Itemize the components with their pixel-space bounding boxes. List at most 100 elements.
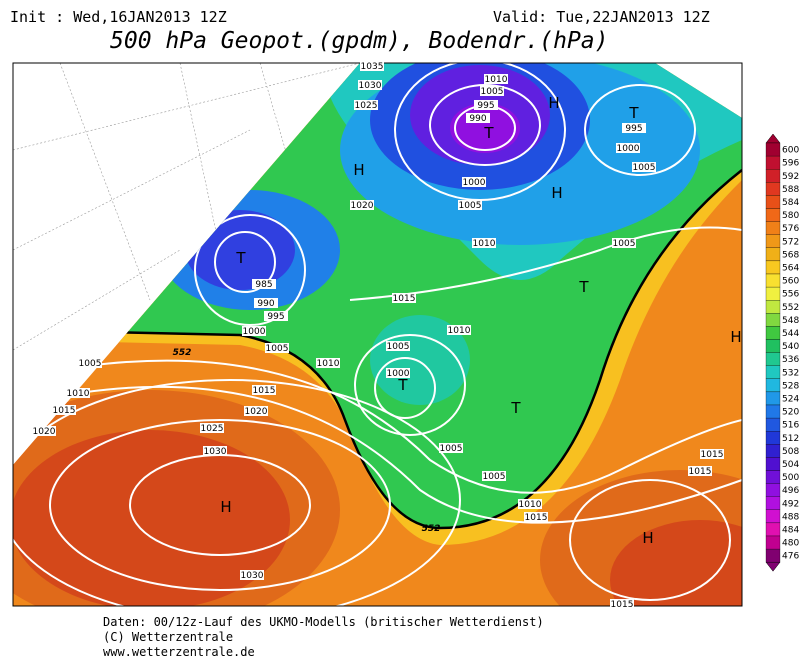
isobar-label-bg xyxy=(240,570,264,580)
legend-label: 592 xyxy=(782,172,799,182)
legend-swatch xyxy=(765,339,781,353)
isobar-label-bg xyxy=(78,358,102,368)
isobar-label-bg xyxy=(254,298,278,308)
legend-label: 600 xyxy=(782,146,799,156)
isobar-label: 1010 xyxy=(448,326,471,336)
isobar-label: 1015 xyxy=(525,513,548,523)
legend-label: 524 xyxy=(782,394,799,404)
init-time: Init : Wed,16JAN2013 12Z xyxy=(10,8,227,26)
isobar-label-bg xyxy=(386,341,410,351)
field-red xyxy=(610,520,742,606)
legend-swatch xyxy=(765,169,781,183)
isobar-label-bg xyxy=(200,423,224,433)
isobar-label-bg xyxy=(252,279,276,289)
isobar-label: 1010 xyxy=(485,75,508,85)
isobar xyxy=(349,226,742,301)
legend-swatch xyxy=(765,234,781,248)
isobar-label-bg xyxy=(612,238,636,248)
pressure-center: H xyxy=(548,94,559,112)
legend-swatch xyxy=(765,208,781,222)
legend-swatch xyxy=(765,535,781,550)
legend-label: 560 xyxy=(782,277,799,287)
isobar-label: 1035 xyxy=(361,62,384,72)
legend-label: 556 xyxy=(782,290,799,300)
isobar xyxy=(374,357,436,419)
legend-label: 504 xyxy=(782,460,799,470)
legend-label: 488 xyxy=(782,512,799,522)
legend-label: 588 xyxy=(782,185,799,195)
isobar-label-bg xyxy=(610,599,634,609)
isobar-label: 1005 xyxy=(440,444,463,454)
isobar-label-bg xyxy=(622,123,646,133)
legend-swatch xyxy=(765,457,781,471)
legend-swatch xyxy=(765,313,781,327)
legend-label: 520 xyxy=(782,408,799,418)
legend-label: 540 xyxy=(782,342,799,352)
isobar xyxy=(584,84,696,176)
legend-swatch xyxy=(765,431,781,445)
legend-swatch xyxy=(765,352,781,366)
contour-label: 552 xyxy=(422,524,441,534)
legend-label: 580 xyxy=(782,211,799,221)
isobar-label: 1025 xyxy=(355,101,378,111)
isobar-label-bg xyxy=(484,74,508,84)
isobar-label: 1010 xyxy=(67,389,90,399)
isobar-label-bg xyxy=(616,143,640,153)
isobar-label-bg xyxy=(252,385,276,395)
legend-swatch xyxy=(765,391,781,406)
legend-label: 536 xyxy=(782,355,799,365)
isobar xyxy=(194,214,306,326)
legend-swatch xyxy=(765,182,781,196)
isobar-label-bg xyxy=(462,177,486,187)
isobar-label: 1015 xyxy=(53,406,76,416)
pressure-center: T xyxy=(483,124,494,142)
isobar-label: 1005 xyxy=(79,359,102,369)
isobar-label: 1005 xyxy=(481,87,504,97)
isobar-label: 990 xyxy=(257,299,274,309)
isobar-label: 995 xyxy=(477,101,494,111)
legend-label: 544 xyxy=(782,329,799,339)
isobar-label: 1015 xyxy=(701,450,724,460)
graticule-lines xyxy=(13,63,361,351)
isobar-label: 1020 xyxy=(245,407,268,417)
isobar-label: 985 xyxy=(255,280,272,290)
legend-label: 512 xyxy=(782,434,799,444)
isobar-label-bg xyxy=(524,512,548,522)
isobar-label: 1000 xyxy=(463,178,486,188)
isobar-label: 1010 xyxy=(317,359,340,369)
isobar-label-bg xyxy=(518,499,542,509)
isobar-label-bg xyxy=(242,326,266,336)
isobar xyxy=(429,84,541,166)
isobar-label-bg xyxy=(447,325,471,335)
isobar-label-bg xyxy=(264,311,288,321)
isobar-label-bg xyxy=(480,86,504,96)
valid-time: Valid: Tue,22JAN2013 12Z xyxy=(493,8,710,26)
isobar-label: 1005 xyxy=(387,342,410,352)
legend-label: 492 xyxy=(782,499,799,509)
isobar-label: 1010 xyxy=(519,500,542,510)
legend-swatch xyxy=(765,142,781,157)
isobar-label: 1020 xyxy=(351,201,374,211)
legend-label: 528 xyxy=(782,381,799,391)
pressure-center: T xyxy=(578,278,589,296)
legend-label: 552 xyxy=(782,303,799,313)
isobar-label: 1005 xyxy=(613,239,636,249)
isobar-label: 1005 xyxy=(459,201,482,211)
legend-swatch xyxy=(765,155,781,170)
legend-label: 564 xyxy=(782,263,799,273)
isobar-label-bg xyxy=(265,343,289,353)
contour-label: 552 xyxy=(173,348,192,358)
legend-swatch xyxy=(765,417,781,432)
isobar-label: 1020 xyxy=(33,427,56,437)
pressure-center: H xyxy=(551,184,562,202)
legend-swatch xyxy=(765,496,781,510)
legend-label: 572 xyxy=(782,237,799,247)
legend-swatch xyxy=(765,221,781,235)
legend-label: 500 xyxy=(782,473,799,483)
isobar-label-bg xyxy=(472,238,496,248)
isobar-label-bg xyxy=(203,446,227,456)
legend-label: 568 xyxy=(782,250,799,260)
legend-swatch xyxy=(765,378,781,393)
isobar-label-bg xyxy=(392,293,416,303)
legend-swatch xyxy=(765,404,781,419)
